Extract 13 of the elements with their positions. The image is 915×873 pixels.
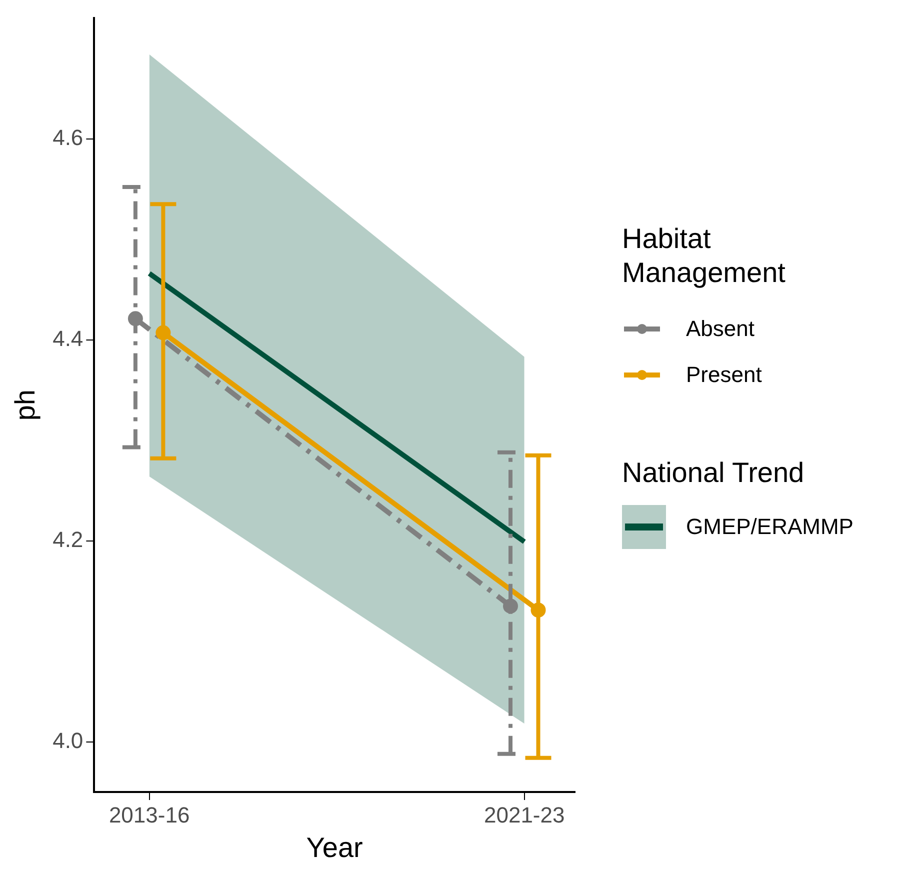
- y-tick-label: 4.6: [52, 124, 84, 150]
- y-tick-label: 4.2: [52, 526, 84, 552]
- legend-title: Habitat Management: [622, 222, 786, 290]
- x-axis-title: Year: [306, 832, 363, 863]
- text: National Trend: [622, 456, 806, 490]
- x-tick-label: 2021-23: [484, 802, 565, 828]
- y-tick-label: 4.0: [52, 728, 84, 753]
- legend-label: Absent: [686, 316, 754, 342]
- legend-label: GMEP/ERAMMP: [686, 514, 854, 540]
- x-tick-label: 2013-16: [108, 802, 190, 828]
- legend-label: Present: [686, 362, 762, 388]
- y-axis-title: ph: [10, 390, 41, 421]
- y-tick-label: 4.4: [52, 326, 84, 351]
